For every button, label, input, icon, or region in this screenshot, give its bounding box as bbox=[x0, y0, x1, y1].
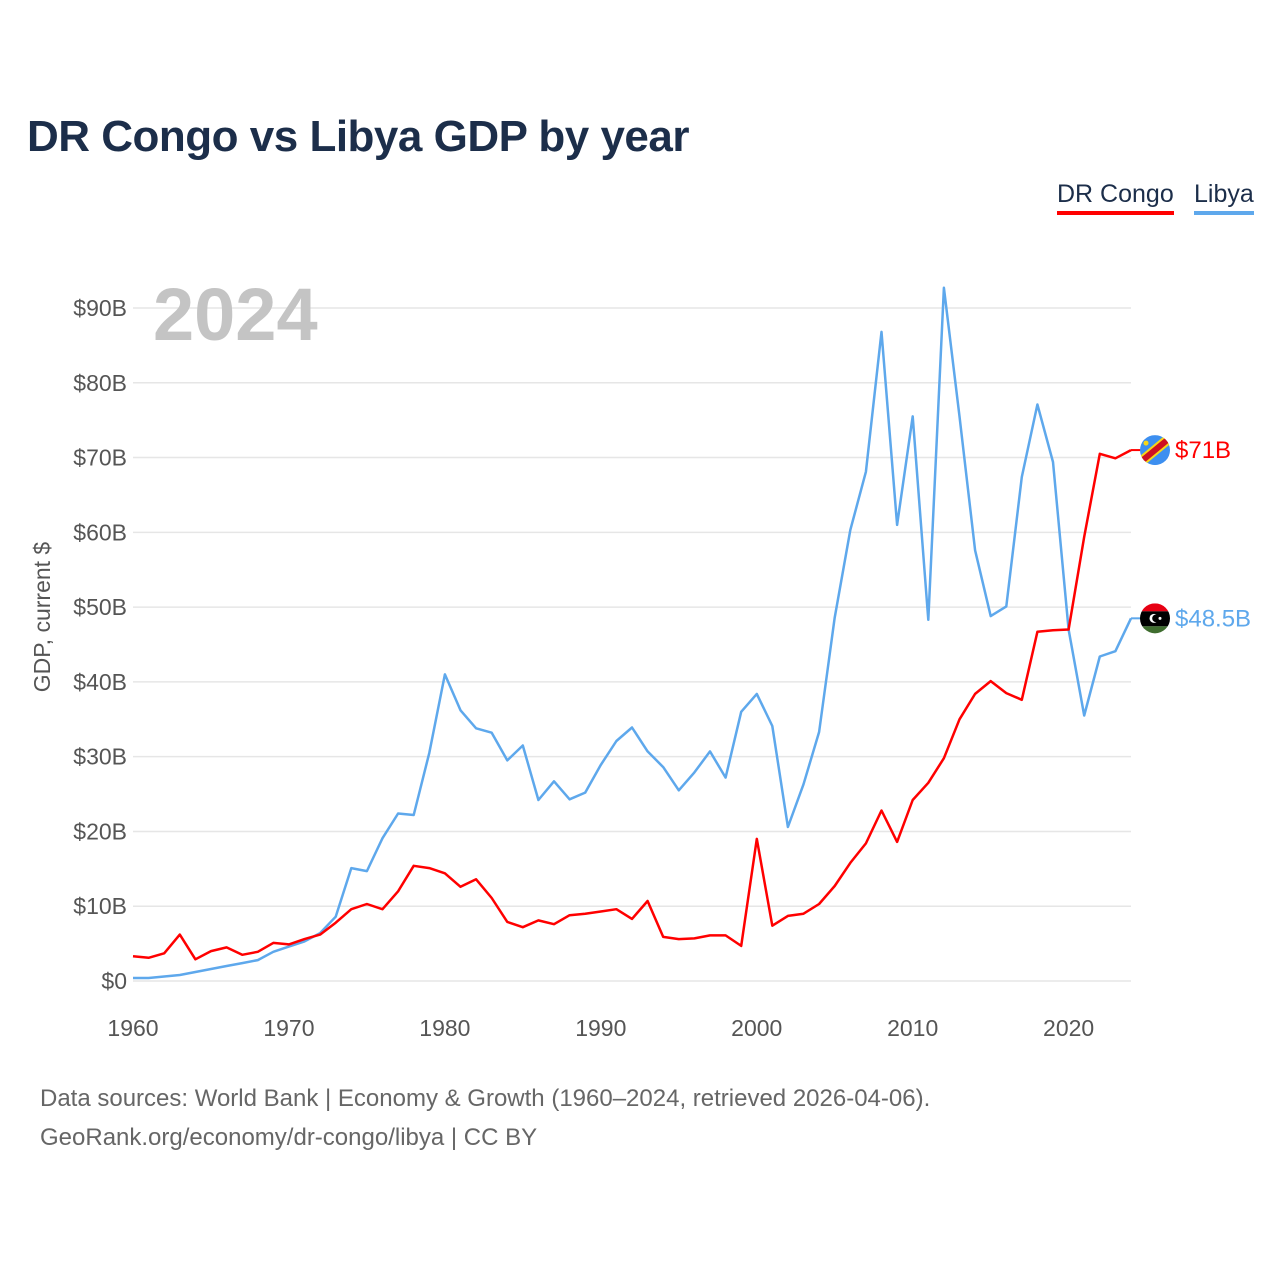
x-tick-label: 2020 bbox=[1043, 1015, 1094, 1041]
end-value-label: $71B bbox=[1175, 437, 1231, 464]
x-tick-label: 2010 bbox=[887, 1015, 938, 1041]
y-tick-label: $70B bbox=[73, 445, 127, 471]
footer-credit: GeoRank.org/economy/dr-congo/libya | CC … bbox=[40, 1124, 538, 1151]
x-tick-label: 1980 bbox=[419, 1015, 470, 1041]
y-tick-label: $80B bbox=[73, 370, 127, 396]
y-tick-label: $90B bbox=[73, 295, 127, 321]
y-tick-label: $60B bbox=[73, 519, 127, 545]
y-tick-label: $30B bbox=[73, 744, 127, 770]
libya-flag-icon bbox=[1140, 603, 1170, 634]
year-watermark: 2024 bbox=[153, 273, 318, 356]
chart-title: DR Congo vs Libya GDP by year bbox=[27, 112, 689, 161]
x-tick-label: 1960 bbox=[107, 1015, 158, 1041]
legend-item-dr-congo[interactable]: DR Congo bbox=[1057, 180, 1174, 215]
x-tick-label: 1970 bbox=[263, 1015, 314, 1041]
end-value-label: $48.5B bbox=[1175, 605, 1251, 632]
x-tick-label: 1990 bbox=[575, 1015, 626, 1041]
dr-congo-flag-icon bbox=[1140, 435, 1170, 466]
y-tick-label: $0 bbox=[101, 968, 127, 994]
y-axis-label: GDP, current $ bbox=[29, 542, 55, 693]
series-line-libya[interactable] bbox=[133, 286, 1133, 980]
y-tick-label: $10B bbox=[73, 893, 127, 919]
x-tick-label: 2000 bbox=[731, 1015, 782, 1041]
y-tick-label: $20B bbox=[73, 818, 127, 844]
footer-sources: Data sources: World Bank | Economy & Gro… bbox=[40, 1085, 931, 1112]
legend-item-libya[interactable]: Libya bbox=[1194, 180, 1254, 215]
y-tick-label: $50B bbox=[73, 594, 127, 620]
y-tick-label: $40B bbox=[73, 669, 127, 695]
series-line-dr-congo[interactable] bbox=[132, 448, 1132, 961]
